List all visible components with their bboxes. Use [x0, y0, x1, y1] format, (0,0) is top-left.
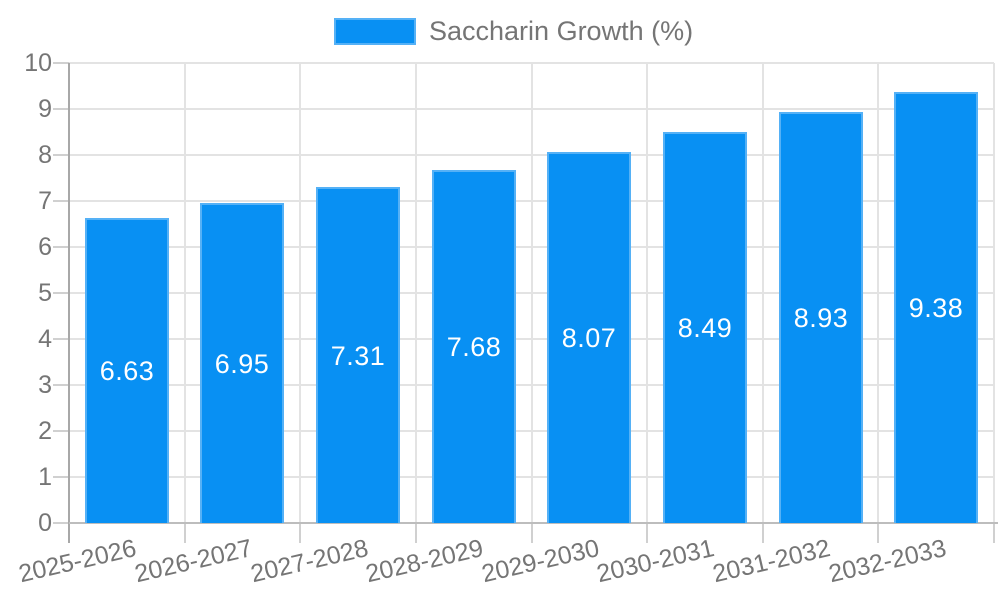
x-tick-mark — [299, 523, 302, 543]
v-gridline — [414, 63, 417, 523]
y-tick-mark — [53, 338, 69, 340]
y-tick-mark — [53, 476, 69, 478]
x-tick-label: 2027-2028 — [247, 534, 371, 589]
v-gridline — [183, 63, 186, 523]
bar[interactable]: 6.95 — [200, 203, 284, 523]
v-gridline — [646, 63, 649, 523]
bar-value-label: 6.63 — [99, 356, 155, 386]
x-tick-mark — [183, 523, 186, 543]
y-tick-mark — [53, 154, 69, 156]
y-tick-label: 3 — [38, 371, 52, 399]
x-axis-line — [69, 522, 998, 524]
x-tick-label: 2032-2033 — [825, 534, 949, 589]
bar-value-label: 8.07 — [561, 323, 617, 353]
y-tick-mark — [53, 62, 69, 64]
y-tick-label: 10 — [24, 49, 52, 77]
bar[interactable]: 8.07 — [547, 152, 631, 523]
y-tick-mark — [53, 292, 69, 294]
y-tick-label: 6 — [38, 233, 52, 261]
y-tick-label: 7 — [38, 187, 52, 215]
y-tick-label: 4 — [38, 325, 52, 353]
v-gridline — [530, 63, 533, 523]
y-axis-line — [68, 63, 70, 543]
y-tick-label: 9 — [38, 95, 52, 123]
y-tick-label: 5 — [38, 279, 52, 307]
bar-value-label: 8.49 — [677, 313, 733, 343]
v-gridline — [877, 63, 880, 523]
y-tick-mark — [53, 384, 69, 386]
y-tick-mark — [53, 200, 69, 202]
y-tick-label: 2 — [38, 417, 52, 445]
y-tick-mark — [53, 246, 69, 248]
y-tick-label: 8 — [38, 141, 52, 169]
legend-label: Saccharin Growth (%) — [429, 16, 694, 46]
y-tick-mark — [53, 522, 69, 524]
x-tick-label: 2031-2032 — [710, 534, 833, 589]
y-tick-mark — [53, 108, 69, 110]
x-tick-label: 2026-2027 — [131, 534, 255, 589]
v-gridline — [299, 63, 302, 523]
bar-value-label: 6.95 — [214, 348, 270, 379]
bar-value-label: 7.31 — [330, 340, 386, 371]
legend-item[interactable]: Saccharin Growth (%) — [334, 16, 693, 46]
x-tick-label: 2029-2030 — [478, 534, 602, 589]
y-tick-mark — [53, 430, 69, 432]
bar-value-label: 9.38 — [908, 293, 964, 323]
x-tick-mark — [993, 523, 995, 543]
bar[interactable]: 8.93 — [779, 112, 863, 523]
x-tick-label: 2025-2026 — [16, 534, 140, 589]
x-tick-label: 2030-2031 — [594, 534, 718, 589]
v-gridline — [993, 63, 995, 523]
x-tick-mark — [877, 523, 880, 543]
x-tick-mark — [761, 523, 764, 543]
x-tick-mark — [646, 523, 649, 543]
bar[interactable]: 6.63 — [85, 218, 169, 523]
v-gridline — [761, 63, 764, 523]
bar-value-label: 7.68 — [446, 332, 502, 362]
x-tick-mark — [530, 523, 533, 543]
x-tick-mark — [414, 523, 417, 543]
bar[interactable]: 9.38 — [894, 92, 978, 523]
y-tick-label: 0 — [38, 509, 52, 537]
bar[interactable]: 7.31 — [316, 187, 400, 523]
bar-value-label: 8.93 — [793, 303, 849, 333]
x-tick-label: 2028-2029 — [363, 534, 486, 589]
y-tick-label: 1 — [38, 463, 52, 491]
bar[interactable]: 8.49 — [663, 132, 747, 523]
bar[interactable]: 7.68 — [432, 170, 516, 523]
legend-swatch — [334, 17, 416, 45]
